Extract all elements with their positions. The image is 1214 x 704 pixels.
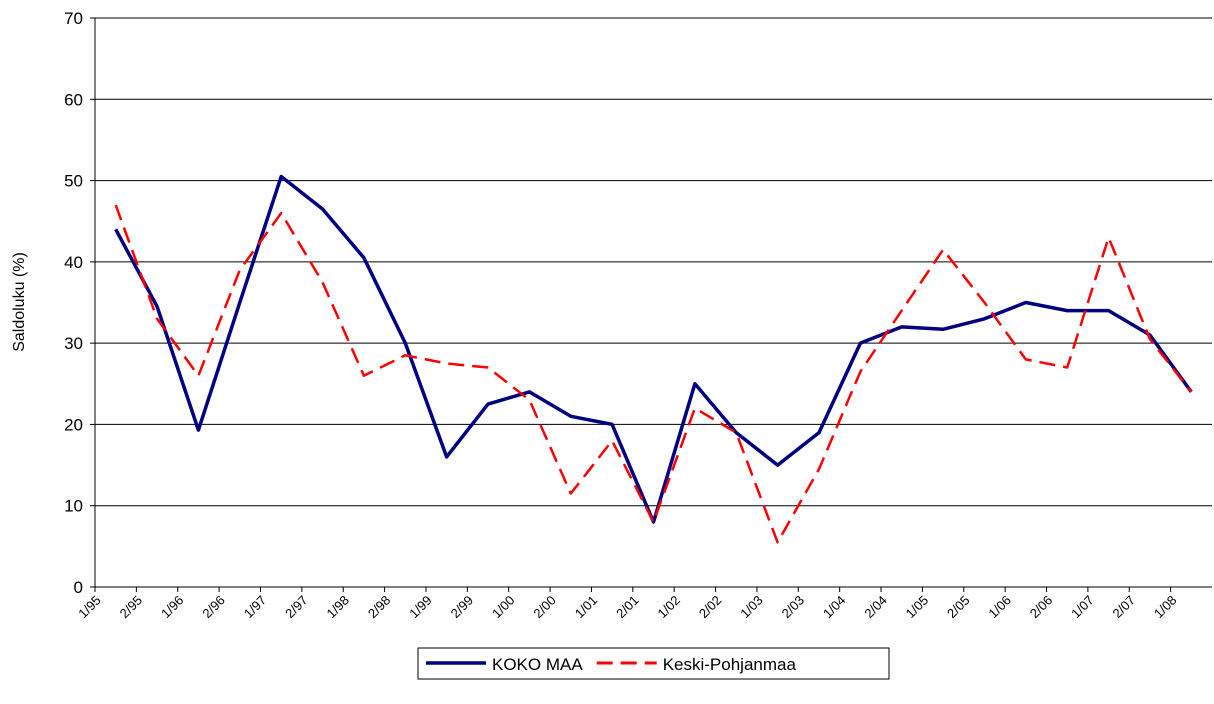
x-tick-label: 2/00 [530, 593, 559, 622]
x-tick-label: 2/04 [861, 593, 890, 622]
y-axis-label: Saldoluku (%) [11, 252, 28, 352]
x-tick-label: 2/95 [117, 593, 146, 622]
x-tick-label: 2/98 [365, 593, 394, 622]
x-tick-label: 1/06 [985, 593, 1014, 622]
y-tick-label: 50 [64, 172, 83, 191]
x-tick-label: 1/97 [241, 593, 270, 622]
y-tick-label: 10 [64, 497, 83, 516]
x-tick-label: 1/05 [903, 593, 932, 622]
x-tick-label: 2/02 [696, 593, 725, 622]
x-tick-label: 1/08 [1151, 593, 1180, 622]
x-tick-label: 2/06 [1027, 593, 1056, 622]
x-tick-label: 1/03 [737, 593, 766, 622]
x-tick-label: 2/07 [1110, 593, 1139, 622]
x-tick-label: 1/04 [820, 593, 849, 622]
legend: KOKO MAA Keski-Pohjanmaa [417, 647, 890, 680]
y-tick-label: 60 [64, 90, 83, 109]
x-tick-label: 1/98 [324, 593, 353, 622]
legend-label: Keski-Pohjanmaa [663, 655, 797, 674]
y-tick-label: 20 [64, 415, 83, 434]
y-tick-label: 30 [64, 334, 83, 353]
x-tick-label: 2/03 [779, 593, 808, 622]
x-tick-label: 2/97 [282, 593, 311, 622]
x-tick-label: 2/05 [944, 593, 973, 622]
y-tick-label: 40 [64, 253, 83, 272]
series-line [114, 174, 1193, 524]
y-tick-label: 70 [64, 9, 83, 28]
x-tick-label: 1/96 [158, 593, 187, 622]
legend-label: KOKO MAA [492, 655, 583, 674]
x-tick-label: 2/96 [199, 593, 228, 622]
x-tick-label: 1/00 [489, 593, 518, 622]
series-line [114, 204, 1193, 544]
x-tick-label: 1/99 [406, 593, 435, 622]
x-tick-label: 1/02 [654, 593, 683, 622]
x-tick-label: 1/07 [1068, 593, 1097, 622]
x-tick-label: 2/01 [613, 593, 642, 622]
y-tick-label: 0 [74, 578, 83, 597]
x-tick-label: 2/99 [448, 593, 477, 622]
x-tick-label: 1/01 [572, 593, 601, 622]
